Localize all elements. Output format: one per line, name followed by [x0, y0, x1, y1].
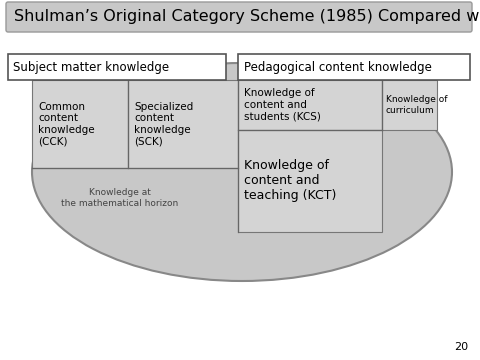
Text: Knowledge at
the mathematical horizon: Knowledge at the mathematical horizon: [61, 188, 179, 208]
FancyBboxPatch shape: [6, 2, 472, 32]
Text: Knowledge of
curriculum: Knowledge of curriculum: [386, 95, 447, 115]
FancyBboxPatch shape: [238, 54, 470, 80]
Text: Knowledge of
content and
teaching (KCT): Knowledge of content and teaching (KCT): [244, 159, 336, 202]
Text: Pedagogical content knowledge: Pedagogical content knowledge: [244, 60, 432, 73]
Text: Specialized
content
knowledge
(SCK): Specialized content knowledge (SCK): [134, 102, 193, 147]
FancyBboxPatch shape: [8, 54, 226, 80]
Ellipse shape: [32, 63, 452, 281]
Text: Subject matter knowledge: Subject matter knowledge: [13, 60, 169, 73]
Text: Common
content
knowledge
(CCK): Common content knowledge (CCK): [38, 102, 95, 147]
Bar: [382, 80, 437, 130]
Text: Knowledge of
content and
students (KCS): Knowledge of content and students (KCS): [244, 89, 321, 122]
Bar: [32, 80, 128, 168]
Bar: [238, 80, 382, 130]
Text: 20: 20: [454, 342, 468, 352]
Bar: [238, 130, 382, 232]
Bar: [128, 80, 238, 168]
Text: Shulman’s Original Category Scheme (1985) Compared with Ours: Shulman’s Original Category Scheme (1985…: [14, 9, 480, 24]
